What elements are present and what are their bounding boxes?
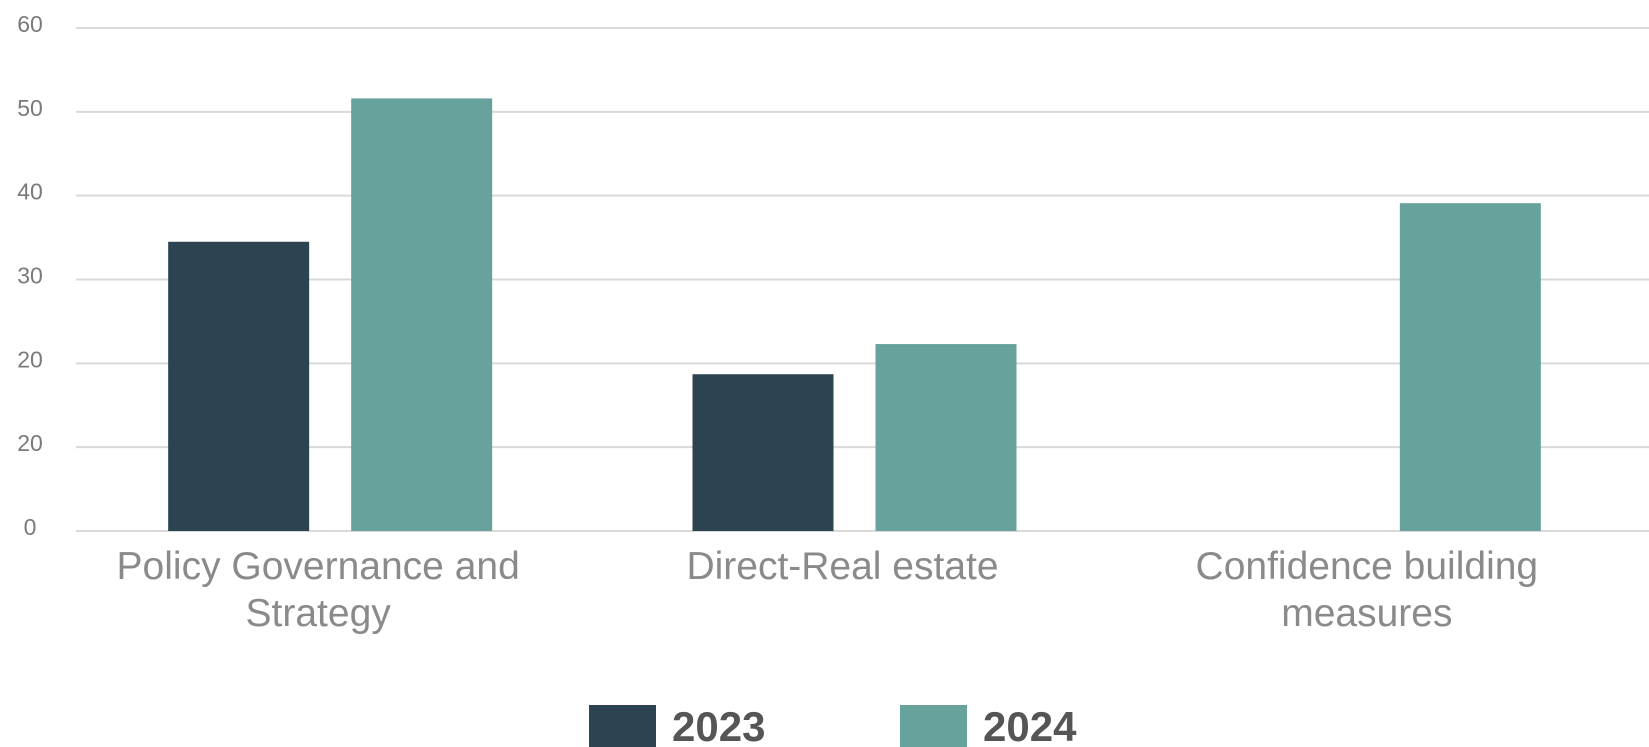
- y-tick-label: 0: [24, 514, 37, 540]
- bar: [692, 374, 834, 531]
- bar: [351, 98, 493, 532]
- y-tick-label: 30: [17, 263, 43, 289]
- y-tick-label: 20: [17, 430, 43, 456]
- x-tick-label: Direct-Real estate: [686, 545, 999, 588]
- y-tick-label: 50: [17, 95, 43, 121]
- y-tick-label: 40: [17, 179, 43, 205]
- y-tick-label: 60: [17, 11, 43, 37]
- x-tick-label: Policy Governance and Strategy: [116, 545, 520, 635]
- bar: [875, 344, 1017, 531]
- legend-label: 2023: [672, 703, 765, 747]
- bar: [1399, 203, 1541, 531]
- legend-swatch: [589, 705, 656, 747]
- legend-label: 2024: [983, 703, 1077, 747]
- bar: [168, 241, 310, 531]
- x-tick-label: Confidence building measures: [1195, 545, 1539, 635]
- y-tick-label: 20: [17, 346, 43, 372]
- legend-swatch: [900, 705, 967, 747]
